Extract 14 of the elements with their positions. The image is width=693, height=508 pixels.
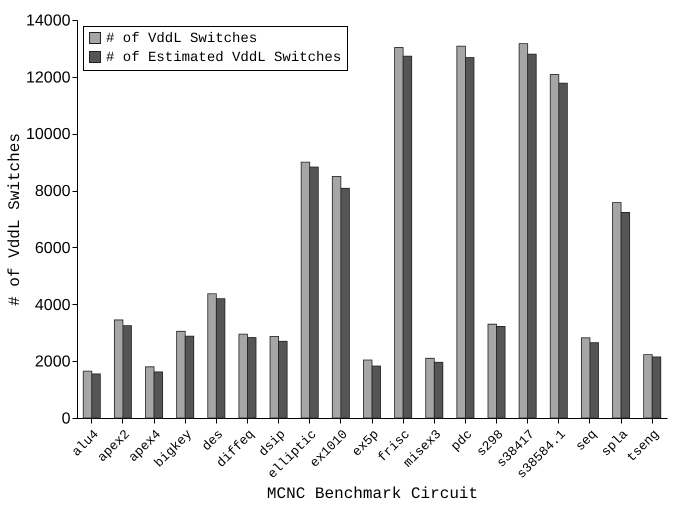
y-tick-label: 14000 [26, 12, 71, 30]
x-axis-title: MCNC Benchmark Circuit [266, 484, 478, 503]
y-tick-label: 4000 [34, 296, 71, 314]
y-tick-label: 6000 [34, 240, 71, 257]
y-tick-label: 2000 [34, 354, 71, 371]
y-tick-label: 8000 [34, 183, 71, 200]
x-tick-label: seq [572, 426, 600, 454]
legend-label: # of VddL Switches [106, 31, 258, 47]
y-tick-label: 12000 [26, 69, 71, 86]
x-tick-label: pdc [448, 426, 476, 454]
legend-label: # of Estimated VddL Switches [106, 50, 342, 66]
y-tick-label: 10000 [26, 126, 71, 144]
y-tick-label: 0 [62, 410, 71, 428]
y-axis-title: # of VddL Switches [6, 133, 24, 306]
